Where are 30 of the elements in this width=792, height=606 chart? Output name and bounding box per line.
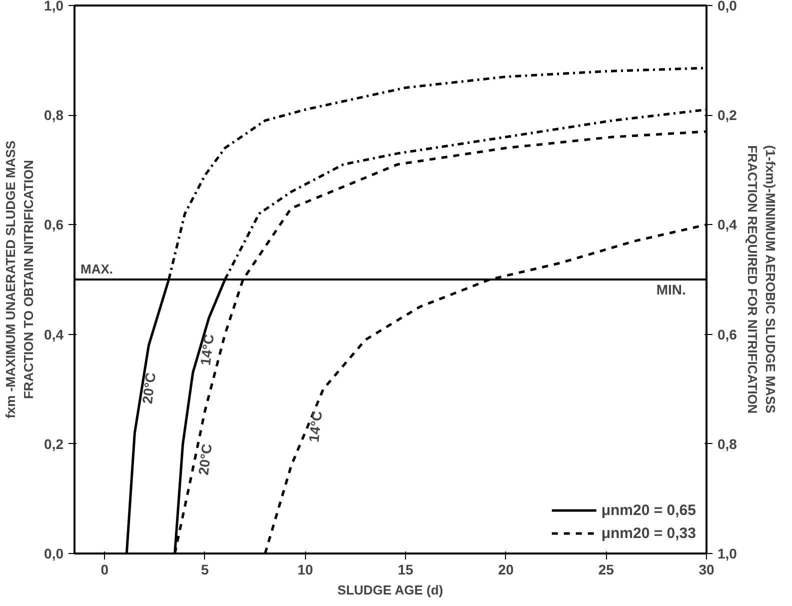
y2-tick-label: 0,0: [718, 0, 738, 14]
y2-tick-label: 0,6: [718, 326, 738, 342]
annotation: MIN.: [656, 282, 686, 298]
y2-tick-label: 0,2: [718, 107, 738, 124]
x-tick-label: 25: [598, 562, 614, 578]
legend-label: μnm20 = 0,33: [601, 524, 696, 542]
y2-tick-label: 0,4: [718, 216, 738, 233]
annotation: 20°C: [195, 442, 215, 476]
x-tick-label: 0: [100, 562, 109, 578]
y-tick-label: 0,6: [44, 216, 64, 233]
y-tick-label: 0,2: [44, 436, 64, 452]
y-tick-label: 0,0: [44, 546, 64, 562]
x-tick-label: 30: [698, 562, 714, 578]
legend-label: μnm20 = 0,65: [601, 502, 696, 518]
annotation: 14°C: [197, 333, 217, 366]
x-axis-title: SLUDGE AGE (d): [337, 582, 444, 598]
annotation: 20°C: [138, 372, 159, 405]
y2-tick-label: 0,8: [718, 436, 738, 452]
y2-axis-title: (1-fxm)-MINIMUM AEROBIC SLUDGE MASS FRACTION REQUIRED FOR NITRIFICATION: [744, 145, 778, 414]
y-tick-label: 0,8: [44, 107, 64, 124]
y2-tick-label: 1,0: [718, 546, 738, 562]
y-tick-label: 0,4: [44, 326, 64, 342]
y-axis-title: fxm -MAXIMUM UNAERATED SLUDGE MASS FRACTION TO OBTAIN NITRIFICATION: [3, 140, 36, 418]
x-tick-label: 5: [201, 562, 210, 578]
x-tick-label: 20: [498, 562, 514, 578]
ref-line-label: MAX.: [80, 262, 114, 276]
x-tick-label: 15: [398, 562, 414, 578]
y-tick-label: 1,0: [44, 0, 64, 14]
annotation: 14°C: [305, 410, 326, 443]
x-tick-label: 10: [297, 562, 314, 578]
